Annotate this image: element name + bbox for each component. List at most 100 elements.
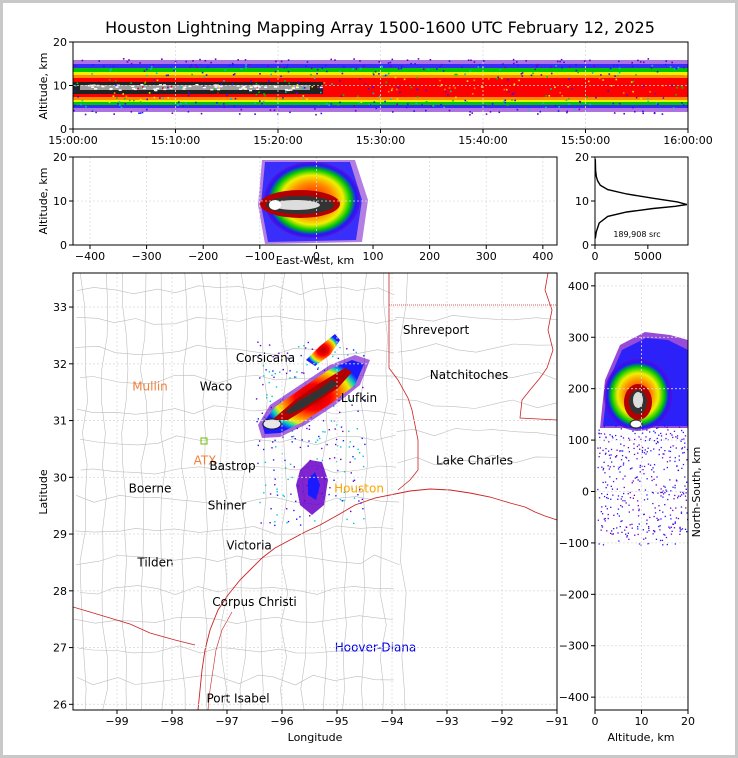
source-pixel (607, 465, 609, 467)
source-pixel (657, 519, 659, 521)
source-pixel (605, 487, 607, 489)
source-pixel (296, 518, 298, 520)
source-pixel (661, 491, 663, 493)
altitude-time-y-tick-label: 20 (53, 36, 67, 49)
source-pixel (269, 109, 272, 111)
source-pixel (430, 105, 433, 108)
source-pixel (641, 446, 644, 449)
source-pixel (291, 355, 294, 357)
source-pixel (262, 364, 265, 367)
source-pixel (320, 112, 323, 115)
source-pixel (649, 464, 652, 466)
source-pixel (331, 83, 333, 85)
source-pixel (357, 101, 360, 104)
source-pixel (352, 68, 354, 70)
source-pixel (550, 72, 553, 75)
source-pixel (271, 102, 273, 105)
source-pixel (444, 88, 446, 91)
source-pixel (504, 101, 507, 104)
source-pixel (504, 66, 506, 69)
source-pixel (666, 466, 668, 469)
source-pixel (289, 370, 291, 372)
source-pixel (477, 66, 480, 68)
source-pixel (231, 62, 234, 65)
source-pixel (485, 113, 488, 115)
source-pixel (165, 74, 168, 77)
source-pixel (275, 97, 278, 99)
county-line (260, 273, 268, 710)
source-pixel (527, 109, 530, 112)
source-pixel (618, 71, 621, 74)
source-pixel (641, 451, 644, 453)
source-pixel (686, 459, 688, 461)
source-pixel (686, 448, 688, 451)
source-pixel (316, 439, 319, 441)
eastwest-y-tick-label: 0 (60, 239, 67, 252)
map-x-ticks: −99 −98 −97 −96 −95 −94 −93 −92 −91 (105, 710, 569, 728)
source-pixel (670, 526, 672, 528)
place-label: Port Isabel (206, 692, 269, 706)
source-pixel (307, 445, 309, 447)
source-pixel (340, 458, 342, 461)
source-pixel (623, 492, 625, 495)
source-pixel (440, 103, 442, 106)
source-pixel (286, 66, 288, 69)
source-pixel (264, 94, 266, 97)
source-pixel (516, 61, 518, 63)
source-pixel (615, 78, 618, 81)
source-pixel (284, 80, 286, 82)
northsouth-core-light (633, 392, 643, 408)
source-pixel (646, 498, 649, 500)
source-pixel (653, 430, 655, 432)
source-pixel (644, 449, 646, 451)
source-pixel (637, 500, 639, 502)
source-pixel (274, 70, 277, 73)
source-pixel (653, 530, 656, 532)
histogram-x-tick-label: 5000 (634, 250, 662, 263)
source-pixel (204, 59, 207, 62)
source-pixel (555, 65, 557, 67)
source-pixel (597, 447, 599, 449)
source-pixel (74, 84, 77, 87)
source-pixel (254, 102, 256, 104)
source-pixel (631, 467, 633, 469)
source-pixel (671, 84, 673, 87)
source-pixel (274, 478, 276, 480)
source-pixel (681, 102, 683, 104)
source-pixel (633, 494, 635, 496)
source-pixel (321, 447, 323, 450)
source-pixel (325, 102, 328, 105)
source-pixel (296, 85, 298, 88)
source-pixel (109, 70, 112, 72)
source-pixel (413, 110, 415, 112)
source-pixel (466, 101, 468, 104)
source-pixel (289, 463, 292, 465)
source-pixel (358, 500, 360, 502)
source-pixel (400, 67, 402, 70)
source-pixel (679, 533, 681, 535)
source-pixel (653, 471, 655, 473)
place-label: Victoria (226, 538, 272, 552)
source-pixel (626, 89, 629, 91)
source-pixel (637, 59, 639, 62)
source-pixel (362, 386, 364, 389)
source-pixel (663, 453, 665, 455)
source-pixel (489, 111, 492, 113)
source-pixel (439, 85, 442, 87)
source-pixel (607, 497, 609, 500)
source-pixel (81, 99, 84, 102)
source-pixel (439, 65, 441, 68)
source-pixel (646, 523, 648, 525)
source-pixel (556, 60, 559, 63)
source-pixel (676, 87, 678, 89)
source-pixel (187, 94, 190, 97)
source-pixel (655, 442, 657, 445)
place-label: Bastrop (209, 459, 255, 473)
source-pixel (469, 111, 471, 113)
source-pixel (672, 523, 675, 525)
source-pixel (342, 94, 345, 96)
source-pixel (364, 83, 367, 85)
source-pixel (407, 103, 409, 105)
source-pixel (669, 450, 672, 453)
place-label: Tilden (136, 555, 173, 569)
